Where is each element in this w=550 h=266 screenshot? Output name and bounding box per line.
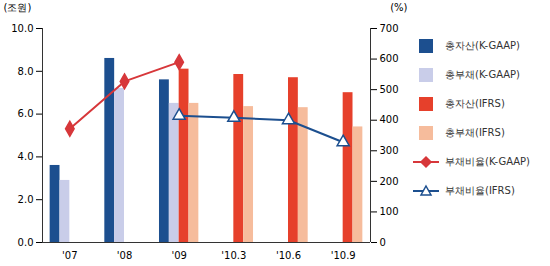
svg-text:10.0: 10.0 xyxy=(11,23,33,34)
svg-text:(조원): (조원) xyxy=(4,2,32,13)
svg-text:500: 500 xyxy=(380,84,399,95)
svg-text:'10.3: '10.3 xyxy=(221,250,246,261)
svg-text:700: 700 xyxy=(380,23,399,34)
html-text:부채비율(IFRS): 부채비율(IFRS) xyxy=(445,185,515,196)
svg-text:300: 300 xyxy=(380,145,399,156)
svg-text:100: 100 xyxy=(380,206,399,217)
html-text:부채비율(K-GAAP): 부채비율(K-GAAP) xyxy=(445,156,530,167)
svg-text:400: 400 xyxy=(380,114,399,125)
svg-text:600: 600 xyxy=(380,53,399,64)
svg-text:'07: '07 xyxy=(62,250,77,261)
html-text:총자산(IFRS): 총자산(IFRS) xyxy=(445,98,505,109)
svg-text:'10.6: '10.6 xyxy=(276,250,301,261)
svg-text:(%): (%) xyxy=(390,2,407,13)
html-text:총부채(IFRS): 총부채(IFRS) xyxy=(445,127,505,138)
svg-text:'09: '09 xyxy=(171,250,186,261)
svg-text:4.0: 4.0 xyxy=(18,151,34,162)
svg-text:200: 200 xyxy=(380,176,399,187)
svg-text:8.0: 8.0 xyxy=(18,66,34,77)
svg-text:0.0: 0.0 xyxy=(18,237,34,248)
svg-text:'10.9: '10.9 xyxy=(331,250,356,261)
svg-text:'08: '08 xyxy=(117,250,132,261)
svg-text:0: 0 xyxy=(380,237,386,248)
html-text:총자산(K-GAAP): 총자산(K-GAAP) xyxy=(445,40,520,51)
html-text:총부채(K-GAAP): 총부채(K-GAAP) xyxy=(445,69,520,80)
svg-text:2.0: 2.0 xyxy=(18,194,34,205)
svg-text:6.0: 6.0 xyxy=(18,108,34,119)
